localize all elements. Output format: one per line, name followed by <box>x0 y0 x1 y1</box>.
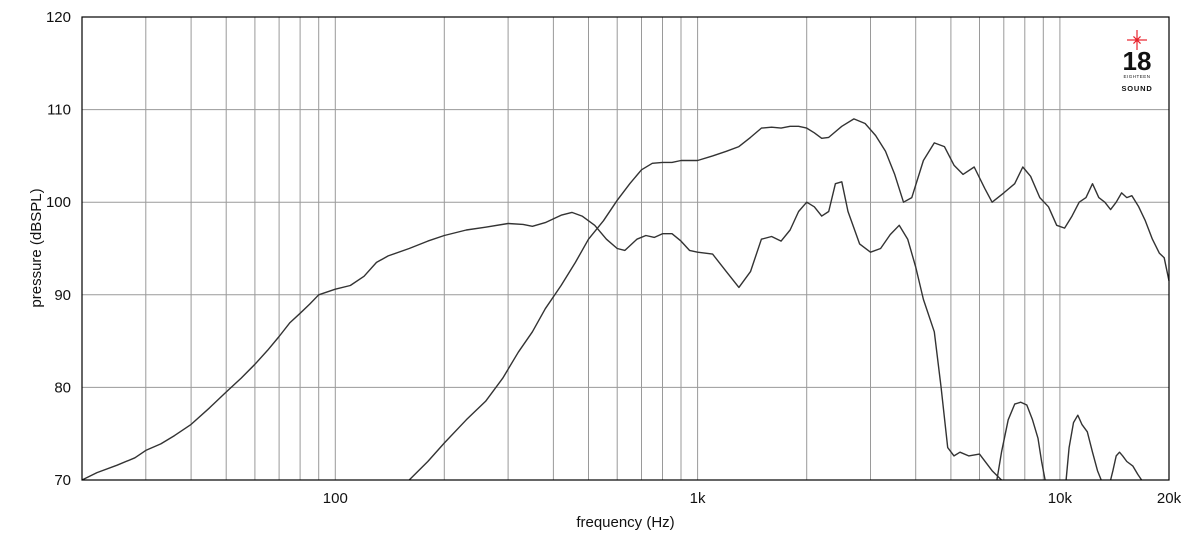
series-line-3 <box>996 401 1046 481</box>
y-tick-label: 100 <box>46 194 71 211</box>
plot-frame <box>81 16 1170 481</box>
series-line-5 <box>1109 451 1143 481</box>
brand-logo: 18 EIGHTEEN SOUND <box>1121 30 1152 93</box>
y-tick-label: 70 <box>54 472 71 489</box>
y-tick-labels: 70 80 90 100 110 120 <box>46 9 71 489</box>
series-line-1 <box>81 181 1002 481</box>
series-line-4 <box>1065 414 1102 481</box>
star-icon <box>1127 30 1147 50</box>
y-axis-title: pressure (dBSPL) <box>28 188 45 307</box>
logo-line-sound: SOUND <box>1121 84 1152 93</box>
series-group <box>81 118 1170 481</box>
series-line-2 <box>408 118 1170 481</box>
logo-line-eighteen: EIGHTEEN <box>1123 74 1150 79</box>
x-axis-title: frequency (Hz) <box>576 514 674 531</box>
y-tick-label: 80 <box>54 379 71 396</box>
x-tick-labels: 100 1k 10k 20k <box>323 490 1182 507</box>
y-tick-label: 110 <box>47 102 71 119</box>
x-tick-label: 10k <box>1048 490 1073 507</box>
y-tick-label: 120 <box>46 9 71 26</box>
y-tick-label: 90 <box>54 287 71 304</box>
x-tick-label: 20k <box>1157 490 1182 507</box>
logo-number: 18 <box>1123 46 1152 76</box>
x-tick-label: 1k <box>690 490 706 507</box>
horizontal-grid <box>82 109 1169 388</box>
x-tick-label: 100 <box>323 490 348 507</box>
